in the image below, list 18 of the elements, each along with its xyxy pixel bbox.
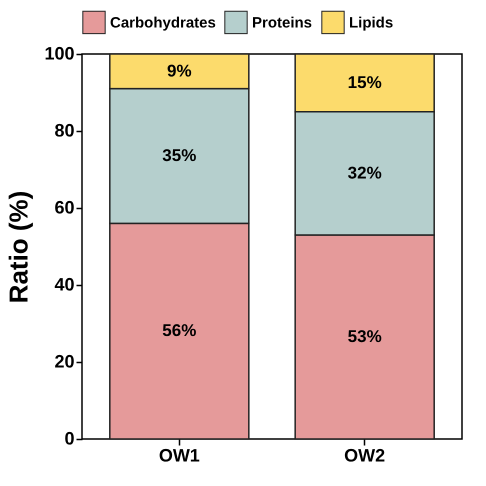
data-label: 56% bbox=[162, 321, 196, 340]
y-tick-label: 0 bbox=[64, 428, 74, 448]
data-label: 32% bbox=[348, 163, 382, 182]
legend-label: Proteins bbox=[252, 14, 312, 32]
legend-label: Carbohydrates bbox=[110, 14, 216, 32]
y-tick-label: 60 bbox=[54, 198, 74, 218]
y-tick-label: 100 bbox=[44, 44, 74, 64]
y-tick-label: 80 bbox=[54, 120, 74, 140]
x-tick-label: OW2 bbox=[344, 446, 386, 466]
y-tick-label: 20 bbox=[54, 352, 74, 372]
data-label: 15% bbox=[348, 72, 382, 92]
y-tick-label: 40 bbox=[54, 274, 74, 294]
data-label: 35% bbox=[162, 146, 196, 166]
data-label: 9% bbox=[167, 61, 192, 80]
legend-label: Lipids bbox=[349, 14, 394, 32]
y-axis-title: Ratio (%) bbox=[3, 190, 34, 304]
x-tick-label: OW1 bbox=[158, 446, 200, 466]
data-label: 53% bbox=[348, 326, 382, 346]
